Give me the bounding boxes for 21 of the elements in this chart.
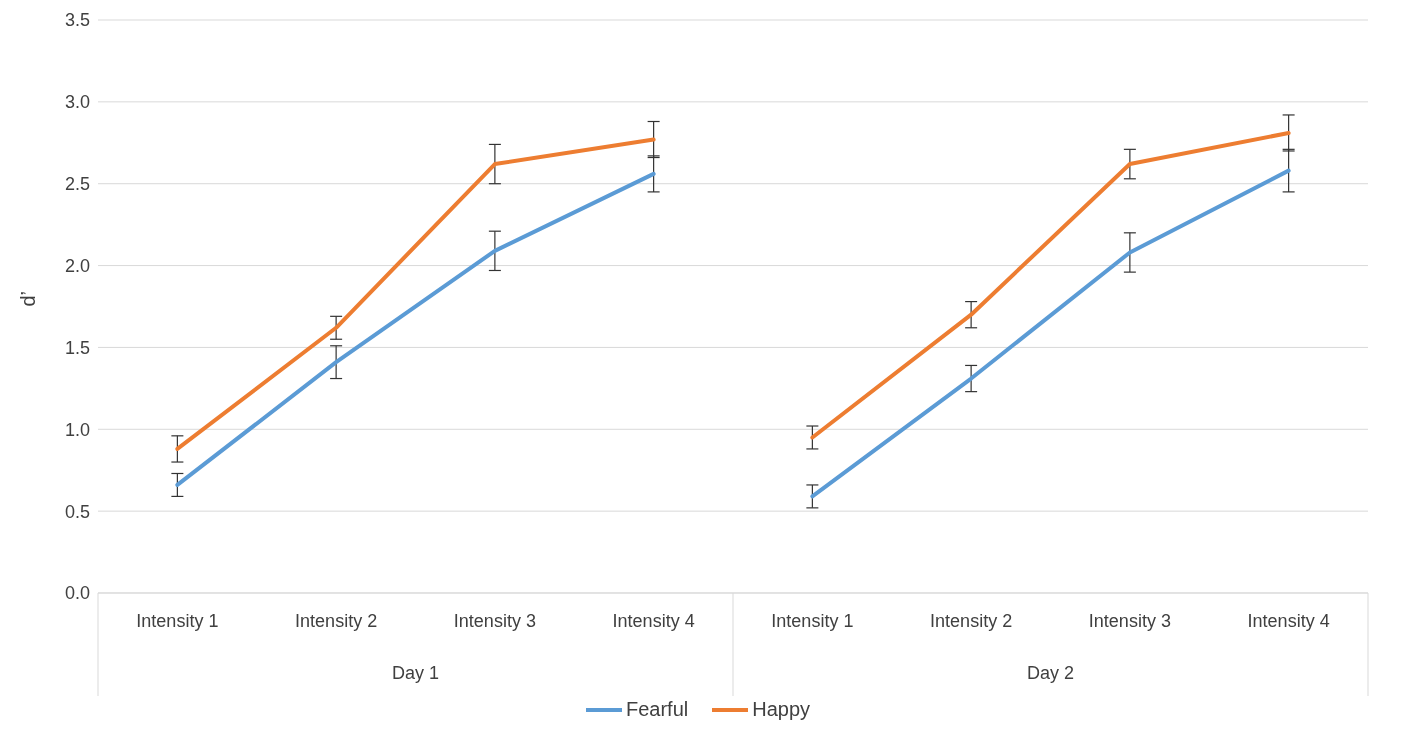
y-tick-label: 3.5	[64, 10, 90, 31]
y-tick-label: 0.5	[64, 501, 90, 522]
x-tick-label: Intensity 1	[136, 611, 219, 631]
text: Day 1	[391, 663, 440, 683]
y-tick-label: 2.5	[64, 174, 90, 195]
y-tick-label: 0.0	[64, 583, 90, 604]
y-tick-label: 1.0	[64, 419, 90, 440]
x-tick-label: Intensity 2	[295, 611, 378, 631]
text: Day 2	[1026, 663, 1075, 683]
x-tick-label: Intensity 3	[453, 611, 536, 631]
y-tick-label: 2.0	[64, 255, 90, 276]
x-tick-label: Intensity 2	[930, 611, 1013, 631]
legend-label: Happy	[752, 698, 811, 721]
x-tick-label: Intensity 1	[771, 611, 854, 631]
x-tick-label: Intensity 4	[612, 611, 695, 631]
y-axis-title: d’	[17, 290, 40, 307]
legend-label: Fearful	[625, 698, 689, 721]
x-tick-label: Intensity 4	[1247, 611, 1330, 631]
x-tick-label: Intensity 3	[1088, 611, 1171, 631]
y-tick-label: 1.5	[64, 337, 90, 358]
y-tick-label: 3.0	[64, 92, 90, 113]
